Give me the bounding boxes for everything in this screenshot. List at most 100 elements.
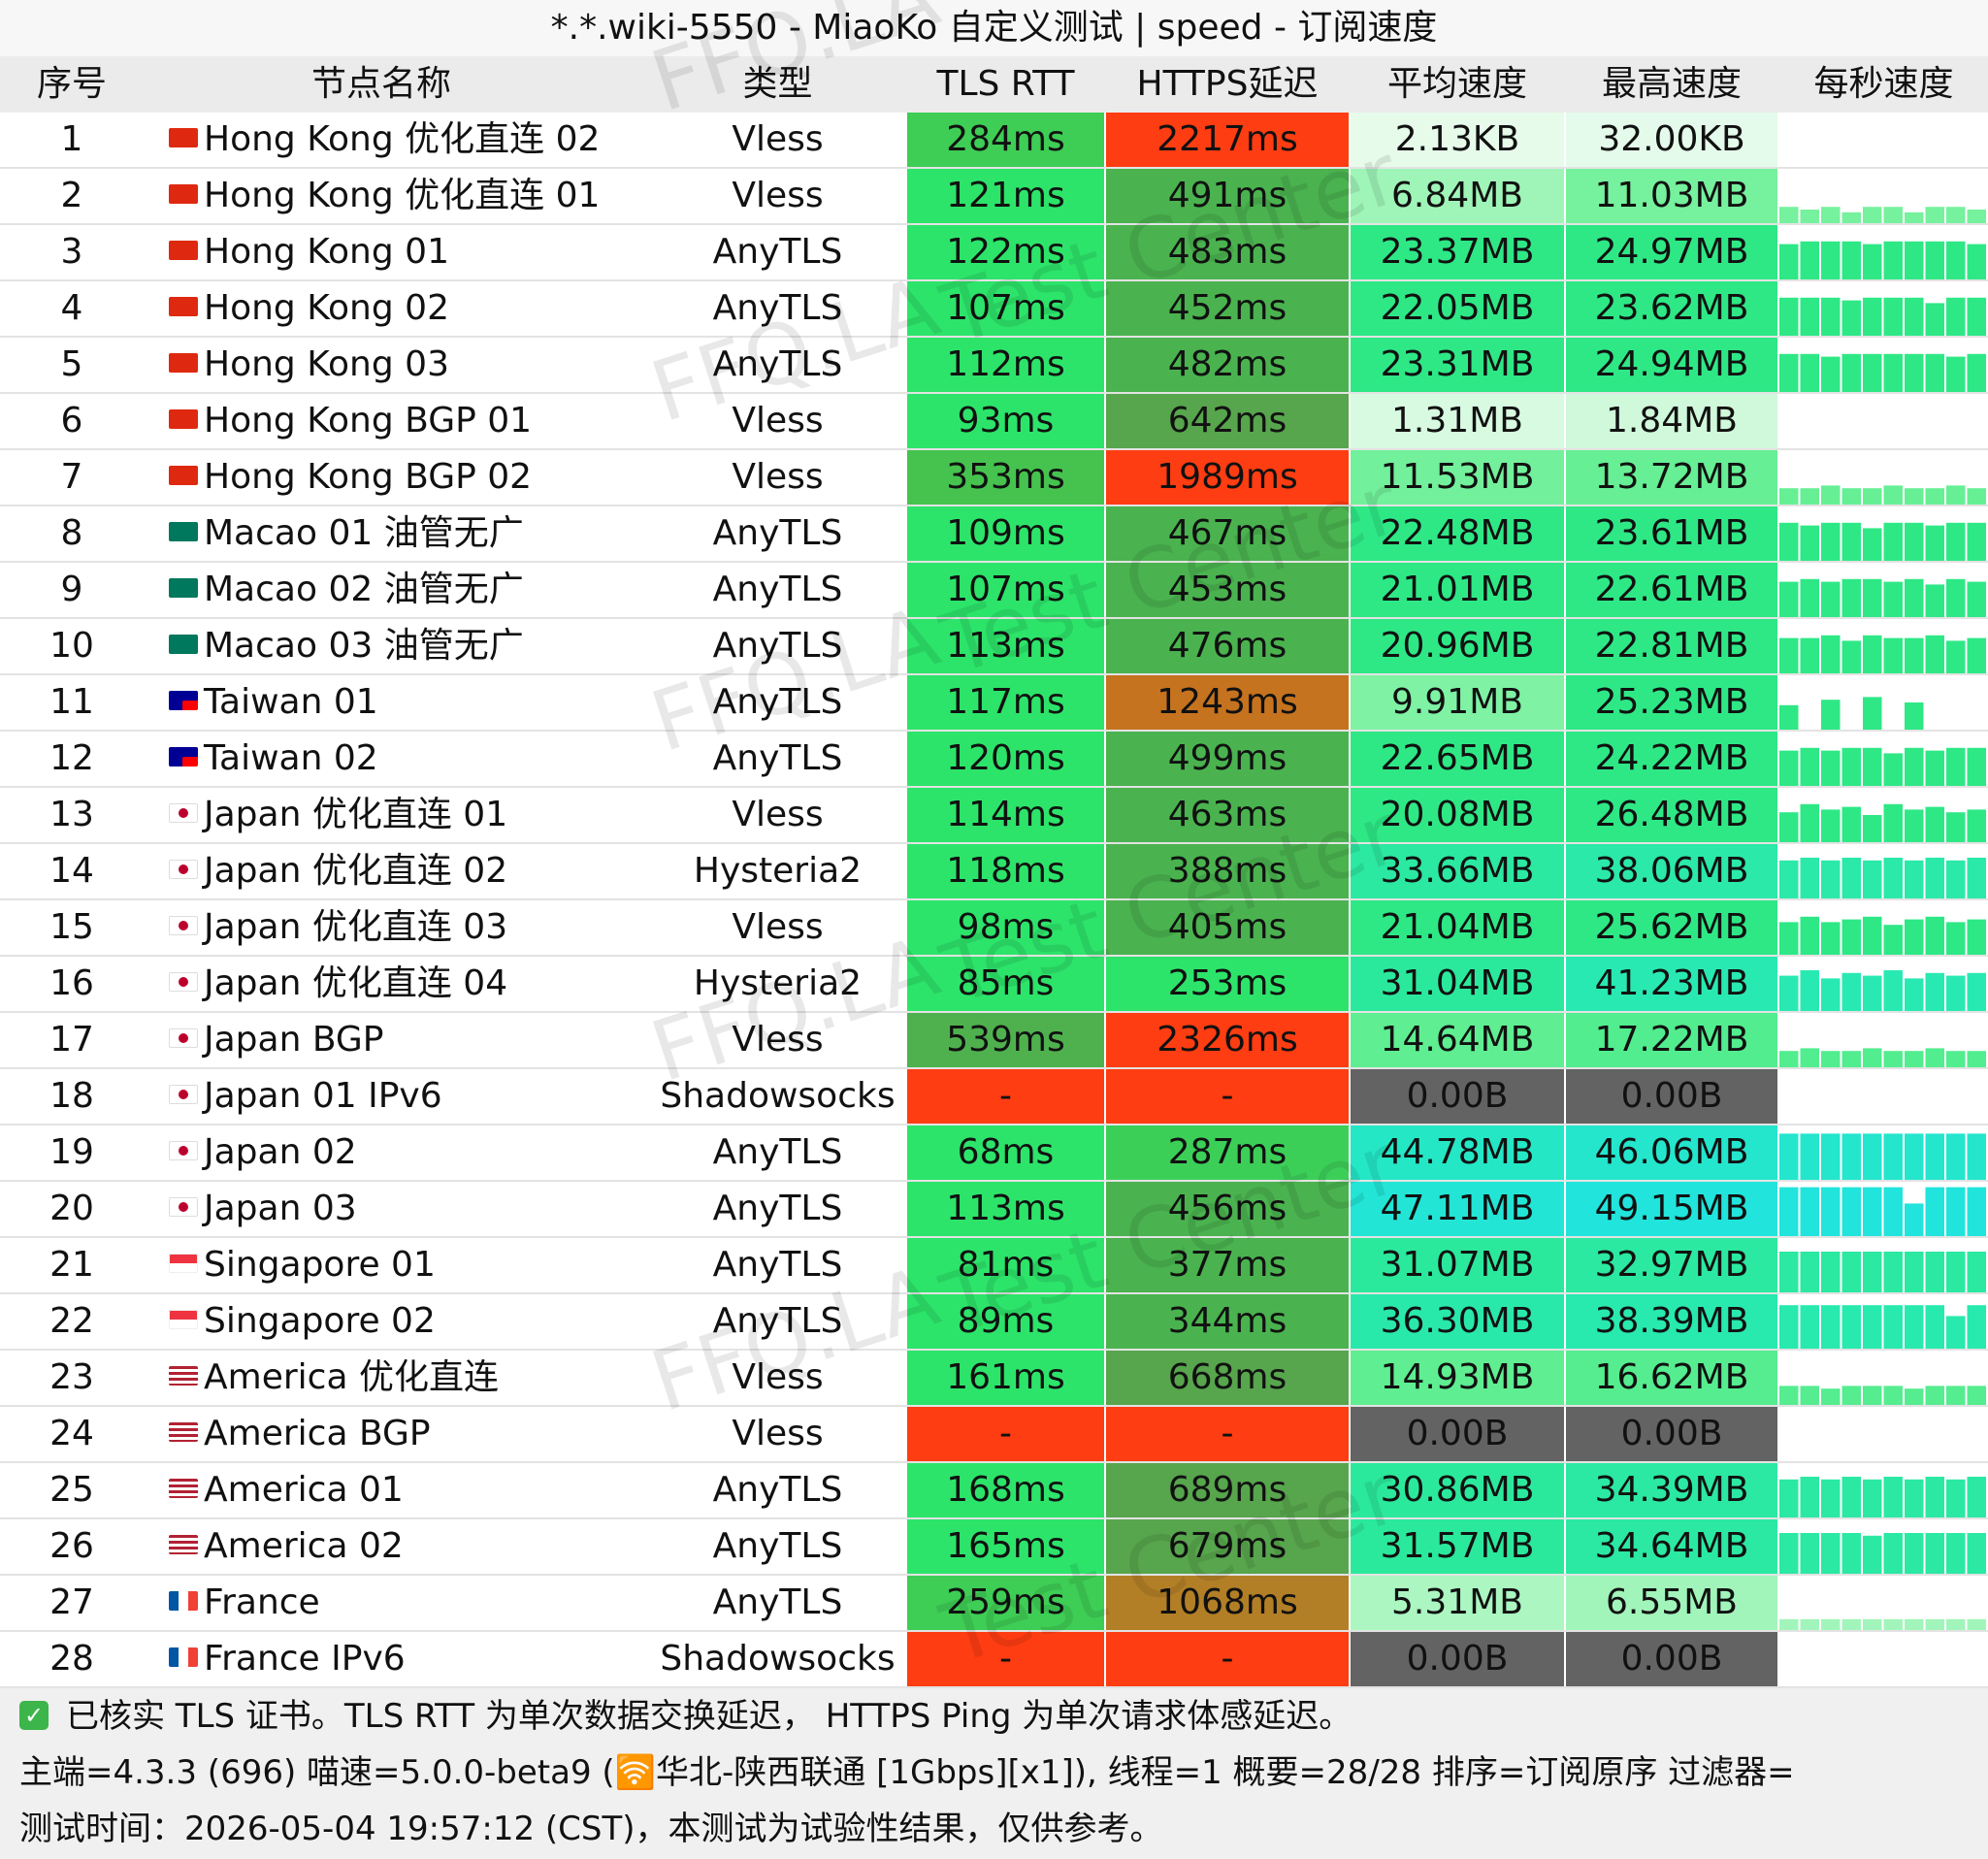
sparkline-bar: [1779, 353, 1799, 392]
row-index: 15: [49, 907, 94, 947]
table-row[interactable]: 24 America BGP Vless - -0.00B 0.00B: [0, 1407, 1988, 1463]
sparkline-bar: [1883, 1252, 1903, 1292]
table-row[interactable]: 2 Hong Kong 优化直连 01 Vless 121ms 491ms 6.84MB 1…: [0, 169, 1988, 225]
flag-hk-icon: [169, 184, 198, 204]
table-row[interactable]: 17 Japan BGP Vless 539ms 2326ms 14.64MB 17.22M…: [0, 1013, 1988, 1069]
max-speed-cell: 22.61MB: [1566, 563, 1777, 617]
table-row[interactable]: 21 Singapore 01 AnyTLS 81ms 377ms 31.07MB 32.9…: [0, 1238, 1988, 1294]
max-speed-cell: 24.22MB: [1566, 732, 1777, 786]
header-type[interactable]: 类型: [742, 64, 813, 104]
sparkline-bar: [1946, 1479, 1966, 1517]
node-name-text: Japan 01 IPv6: [204, 1076, 442, 1116]
header-per-second-speed[interactable]: 每秒速度: [1813, 64, 1954, 104]
sparkline-bar: [1946, 1252, 1966, 1292]
node-name-text: Hong Kong 03: [204, 344, 449, 384]
speed-sparkline: [1779, 1252, 1986, 1292]
table-row[interactable]: 15 Japan 优化直连 03 Vless 98ms 405ms 21.04MB 25.6…: [0, 900, 1988, 957]
row-index: 11: [49, 682, 94, 722]
table-row[interactable]: 14 Japan 优化直连 02 Hysteria2 118ms 388ms 33.66M…: [0, 844, 1988, 900]
table-row[interactable]: 10 Macao 03 油管无广 AnyTLS 113ms 476ms 20.96MB 22…: [0, 619, 1988, 675]
table-row[interactable]: 7 Hong Kong BGP 02 Vless 353ms 1989ms 11.53MB…: [0, 450, 1988, 506]
sparkline-bar: [1800, 637, 1819, 673]
node-name: Japan 优化直连 01: [144, 788, 648, 842]
header-avg-speed[interactable]: 平均速度: [1386, 64, 1527, 104]
node-name-text: Singapore 01: [204, 1245, 436, 1285]
sparkline-bar: [1905, 212, 1924, 223]
table-row[interactable]: 5 Hong Kong 03 AnyTLS 112ms 482ms 23.31MB 24.9…: [0, 338, 1988, 394]
sparkline-bar: [1967, 1252, 1986, 1292]
sparkline-bar: [1905, 241, 1924, 279]
header-node-name[interactable]: 节点名称: [310, 64, 451, 104]
node-type: Vless: [732, 457, 824, 497]
node-type: AnyTLS: [712, 1189, 843, 1228]
avg-speed-cell: 20.96MB: [1351, 619, 1564, 673]
sparkline-bar: [1883, 925, 1903, 955]
https-latency-cell: 456ms: [1106, 1182, 1349, 1236]
sparkline-bar: [1800, 488, 1819, 505]
per-second-speed-cell: [1779, 900, 1988, 955]
per-second-speed-cell: [1779, 788, 1988, 842]
table-row[interactable]: 26 America 02 AnyTLS 165ms 679ms 31.57MB 34.64…: [0, 1519, 1988, 1576]
flag-hk-icon: [169, 466, 198, 485]
node-name-text: Japan 优化直连 01: [204, 795, 508, 834]
table-row[interactable]: 18 Japan 01 IPv6 Shadowsocks - -0.00B 0.00B: [0, 1069, 1988, 1125]
speed-sparkline: [1779, 747, 1986, 786]
sparkline-bar: [1779, 1051, 1799, 1067]
sparkline-bar: [1841, 522, 1861, 561]
table-row[interactable]: 27 France AnyTLS 259ms 1068ms 5.31MB 6.55MB: [0, 1576, 1988, 1632]
node-name: Hong Kong 03: [144, 338, 648, 392]
table-row[interactable]: 1 Hong Kong 优化直连 02 Vless 284ms 2217ms 2.13KB…: [0, 113, 1988, 169]
header-tls-rtt[interactable]: TLS RTT: [936, 64, 1075, 104]
per-second-speed-cell: [1779, 1576, 1988, 1630]
sparkline-bar: [1946, 640, 1966, 673]
node-type: Shadowsocks: [660, 1639, 896, 1679]
node-name-text: America 优化直连: [204, 1357, 499, 1397]
table-row[interactable]: 13 Japan 优化直连 01 Vless 114ms 463ms 20.08MB 26.…: [0, 788, 1988, 844]
node-type: Hysteria2: [693, 963, 863, 1003]
sparkline-bar: [1779, 975, 1799, 1011]
https-latency-cell: 482ms: [1106, 338, 1349, 392]
footer: ✓ 已核实 TLS 证书。TLS RTT 为单次数据交换延迟， HTTPS Pin…: [0, 1688, 1988, 1859]
tls-rtt-cell: 107ms: [907, 563, 1104, 617]
table-row[interactable]: 11 Taiwan 01 AnyTLS 117ms 1243ms 9.91MB 25.23M…: [0, 675, 1988, 732]
sparkline-bar: [1946, 241, 1966, 279]
table-row[interactable]: 12 Taiwan 02 AnyTLS 120ms 499ms 22.65MB 24.22M…: [0, 732, 1988, 788]
table-row[interactable]: 8 Macao 01 油管无广 AnyTLS 109ms 467ms 22.48MB 23.…: [0, 506, 1988, 563]
table-row[interactable]: 9 Macao 02 油管无广 AnyTLS 107ms 453ms 21.01MB 22.…: [0, 563, 1988, 619]
https-latency-cell: -: [1106, 1069, 1349, 1124]
table-row[interactable]: 4 Hong Kong 02 AnyTLS 107ms 452ms 22.05MB 23.6…: [0, 281, 1988, 338]
sparkline-bar: [1841, 858, 1861, 898]
table-row[interactable]: 23 America 优化直连 Vless 161ms 668ms 14.93MB 16.6…: [0, 1351, 1988, 1407]
header-index[interactable]: 序号: [36, 64, 107, 104]
table-row[interactable]: 6 Hong Kong BGP 01 Vless 93ms 642ms 1.31MB 1.8…: [0, 394, 1988, 450]
row-index: 4: [60, 288, 83, 328]
table-row[interactable]: 28 France IPv6 Shadowsocks - -0.00B 0.00B: [0, 1632, 1988, 1688]
table-row[interactable]: 22 Singapore 02 AnyTLS 89ms 344ms 36.30MB 38.3…: [0, 1294, 1988, 1351]
sparkline-bar: [1821, 241, 1841, 279]
sparkline-bar: [1821, 635, 1841, 673]
sparkline-bar: [1905, 809, 1924, 842]
header-max-speed[interactable]: 最高速度: [1601, 64, 1742, 104]
node-type: AnyTLS: [712, 626, 843, 666]
sparkline-bar: [1883, 241, 1903, 279]
table-row[interactable]: 19 Japan 02 AnyTLS 68ms 287ms 44.78MB 46.06MB: [0, 1125, 1988, 1182]
sparkline-bar: [1779, 207, 1799, 223]
node-type: AnyTLS: [712, 738, 843, 778]
https-latency-cell: 253ms: [1106, 957, 1349, 1011]
sparkline-bar: [1967, 210, 1986, 223]
https-latency-cell: -: [1106, 1407, 1349, 1461]
row-index: 2: [60, 176, 83, 215]
table-row[interactable]: 25 America 01 AnyTLS 168ms 689ms 30.86MB 34.39…: [0, 1463, 1988, 1519]
row-index: 10: [49, 626, 94, 666]
https-latency-cell: 2326ms: [1106, 1013, 1349, 1067]
table-row[interactable]: 20 Japan 03 AnyTLS 113ms 456ms 47.11MB 49.15MB: [0, 1182, 1988, 1238]
sparkline-bar: [1841, 1477, 1861, 1517]
https-latency-cell: 452ms: [1106, 281, 1349, 336]
table-row[interactable]: 3 Hong Kong 01 AnyTLS 122ms 483ms 23.37MB 24.9…: [0, 225, 1988, 281]
node-name: Singapore 01: [144, 1238, 648, 1292]
table-row[interactable]: 16 Japan 优化直连 04 Hysteria2 85ms 253ms 31.04MB…: [0, 957, 1988, 1013]
sparkline-bar: [1925, 241, 1944, 279]
header-https-latency[interactable]: HTTPS延迟: [1136, 64, 1319, 104]
flag-tw-icon: [169, 691, 198, 710]
sparkline-bar: [1946, 297, 1966, 336]
